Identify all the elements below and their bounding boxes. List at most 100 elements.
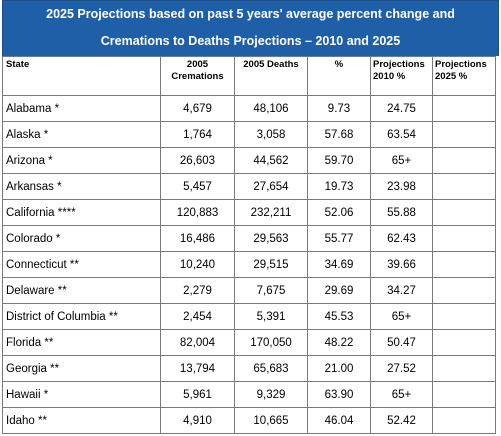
deaths-2005-cell: 10,665 [234, 407, 308, 434]
table-row: California **** 120,883 232,211 52.06 55.88 [2, 199, 496, 226]
percent-cell: 63.90 [307, 381, 371, 408]
projection-2025-cell [432, 303, 496, 330]
projection-2010-cell: 24.75 [370, 95, 433, 122]
deaths-2005-cell: 232,211 [234, 199, 308, 226]
table-title-line-1: 2025 Projections based on past 5 years' … [46, 7, 455, 21]
projection-2025-cell [432, 121, 496, 148]
table-row: Alaska * 1,764 3,058 57.68 63.54 [2, 121, 496, 148]
deaths-2005-cell: 3,058 [234, 121, 308, 148]
projection-2025-cell [432, 147, 496, 174]
projection-2010-cell: 63.54 [370, 121, 433, 148]
state-cell: Florida ** [2, 329, 161, 356]
projection-2010-cell: 55.88 [370, 199, 433, 226]
projection-2025-cell [432, 381, 496, 408]
projection-2010-cell: 34.27 [370, 277, 433, 304]
table-row: District of Columbia ** 2,454 5,391 45.53 65… [2, 303, 496, 330]
percent-cell: 46.04 [307, 407, 371, 434]
table-header: State 2005 Cremations 2005 Deaths % Proj… [2, 56, 496, 96]
percent-cell: 48.22 [307, 329, 371, 356]
table-body: Alabama * 4,679 48,106 9.73 24.75 Alaska * 1,7… [2, 95, 496, 434]
column-header-state: State [2, 56, 161, 96]
cremations-2005-cell: 2,454 [160, 303, 235, 330]
cremations-2005-cell: 82,004 [160, 329, 235, 356]
state-cell: Arizona * [2, 147, 161, 174]
table-row: Arizona * 26,603 44,562 59.70 65+ [2, 147, 496, 174]
cremations-2005-cell: 5,457 [160, 173, 235, 200]
state-cell: Alabama * [2, 95, 161, 122]
projection-2010-cell: 50.47 [370, 329, 433, 356]
cremations-2005-cell: 4,679 [160, 95, 235, 122]
state-cell: Delaware ** [2, 277, 161, 304]
cremations-2005-cell: 120,883 [160, 199, 235, 226]
projection-2010-cell: 65+ [370, 303, 433, 330]
column-header-projections-2010: Projections 2010 % [370, 56, 433, 96]
projection-2025-cell [432, 95, 496, 122]
deaths-2005-cell: 48,106 [234, 95, 308, 122]
percent-cell: 21.00 [307, 355, 371, 382]
cremations-2005-cell: 13,794 [160, 355, 235, 382]
deaths-2005-cell: 29,563 [234, 225, 308, 252]
cremations-2005-cell: 5,961 [160, 381, 235, 408]
cremations-2005-cell: 26,603 [160, 147, 235, 174]
deaths-2005-cell: 7,675 [234, 277, 308, 304]
table-row: Idaho ** 4,910 10,665 46.04 52.42 [2, 407, 496, 434]
percent-cell: 45.53 [307, 303, 371, 330]
projection-2010-cell: 62.43 [370, 225, 433, 252]
deaths-2005-cell: 5,391 [234, 303, 308, 330]
projection-2025-cell [432, 173, 496, 200]
cremations-2005-cell: 16,486 [160, 225, 235, 252]
table-row: Colorado * 16,486 29,563 55.77 62.43 [2, 225, 496, 252]
table-row: Arkansas * 5,457 27,654 19.73 23.98 [2, 173, 496, 200]
projection-2010-cell: 65+ [370, 381, 433, 408]
table-row: Georgia ** 13,794 65,683 21.00 27.52 [2, 355, 496, 382]
cremation-projections-table: State 2005 Cremations 2005 Deaths % Proj… [2, 56, 496, 434]
header-row: State 2005 Cremations 2005 Deaths % Proj… [2, 56, 496, 96]
projection-2025-cell [432, 251, 496, 278]
table-row: Alabama * 4,679 48,106 9.73 24.75 [2, 95, 496, 122]
state-cell: Hawaii * [2, 381, 161, 408]
projection-2010-cell: 52.42 [370, 407, 433, 434]
projection-2025-cell [432, 355, 496, 382]
cremations-2005-cell: 10,240 [160, 251, 235, 278]
percent-cell: 57.68 [307, 121, 371, 148]
projection-2010-cell: 23.98 [370, 173, 433, 200]
table-row: Delaware ** 2,279 7,675 29.69 34.27 [2, 277, 496, 304]
projection-2010-cell: 39.66 [370, 251, 433, 278]
percent-cell: 34.69 [307, 251, 371, 278]
projection-2025-cell [432, 199, 496, 226]
state-cell: Idaho ** [2, 407, 161, 434]
cremations-2005-cell: 1,764 [160, 121, 235, 148]
state-cell: California **** [2, 199, 161, 226]
state-cell: Alaska * [2, 121, 161, 148]
percent-cell: 29.69 [307, 277, 371, 304]
column-header-percent: % [307, 56, 371, 96]
percent-cell: 19.73 [307, 173, 371, 200]
projection-2010-cell: 65+ [370, 147, 433, 174]
projection-2025-cell [432, 277, 496, 304]
percent-cell: 9.73 [307, 95, 371, 122]
cremations-2005-cell: 2,279 [160, 277, 235, 304]
column-header-2005-cremations: 2005 Cremations [160, 56, 235, 96]
state-cell: Connecticut ** [2, 251, 161, 278]
column-header-projections-2025: Projections 2025 % [432, 56, 496, 96]
percent-cell: 55.77 [307, 225, 371, 252]
deaths-2005-cell: 44,562 [234, 147, 308, 174]
column-header-2005-deaths: 2005 Deaths [234, 56, 308, 96]
table-row: Connecticut ** 10,240 29,515 34.69 39.66 [2, 251, 496, 278]
deaths-2005-cell: 29,515 [234, 251, 308, 278]
cremations-2005-cell: 4,910 [160, 407, 235, 434]
state-cell: District of Columbia ** [2, 303, 161, 330]
deaths-2005-cell: 27,654 [234, 173, 308, 200]
table-row: Florida ** 82,004 170,050 48.22 50.47 [2, 329, 496, 356]
percent-cell: 59.70 [307, 147, 371, 174]
projection-2010-cell: 27.52 [370, 355, 433, 382]
deaths-2005-cell: 65,683 [234, 355, 308, 382]
state-cell: Arkansas * [2, 173, 161, 200]
table-title-line-2: Cremations to Deaths Projections – 2010 … [100, 34, 401, 48]
projection-2025-cell [432, 225, 496, 252]
deaths-2005-cell: 9,329 [234, 381, 308, 408]
state-cell: Colorado * [2, 225, 161, 252]
projection-2025-cell [432, 407, 496, 434]
state-cell: Georgia ** [2, 355, 161, 382]
